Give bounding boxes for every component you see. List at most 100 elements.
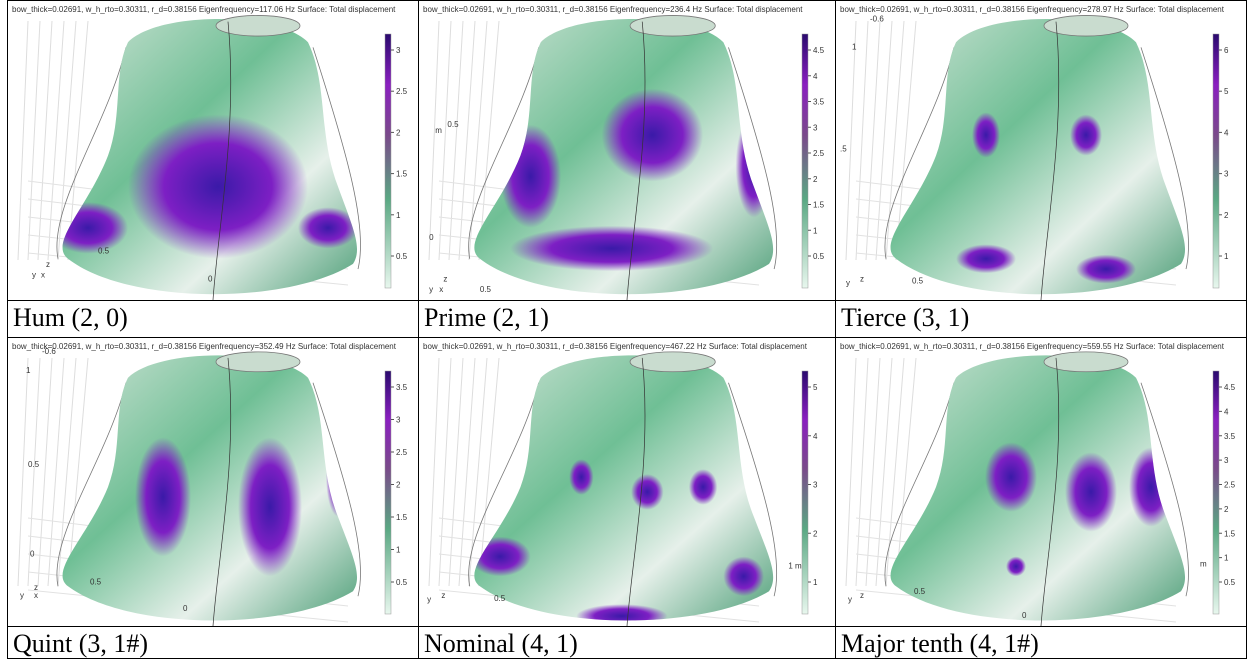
colorbar <box>802 34 808 288</box>
colorbar-tick-label: 4 <box>1224 128 1229 137</box>
bell <box>48 15 361 300</box>
displacement-blob <box>298 207 358 248</box>
colorbar <box>1213 34 1219 288</box>
colorbar-tick-label: 2.5 <box>813 149 825 158</box>
axis-label: -0.6 <box>870 15 884 24</box>
axis-line <box>429 21 439 260</box>
axis-label: y <box>848 595 852 604</box>
axis-label: 0.5 <box>912 277 924 286</box>
displacement-blob <box>1070 114 1102 155</box>
displacement-blob <box>128 114 308 258</box>
axis-label: y <box>427 595 431 604</box>
axis-label: .5 <box>840 145 847 154</box>
axis-label: 0 <box>183 604 188 613</box>
figure-panel: bow_thick=0.02691, w_h_rto=0.30311, r_d=… <box>418 337 836 627</box>
colorbar-tick-label: 2 <box>813 175 818 184</box>
bell <box>885 352 1189 626</box>
bell <box>885 15 1189 300</box>
axis-line <box>28 21 40 260</box>
colorbar-tick-label: 3 <box>813 123 818 132</box>
axis-line <box>856 21 868 260</box>
axis-label: x <box>41 270 45 279</box>
caption: Tierce (3, 1) <box>835 300 1247 338</box>
colorbar-tick-label: 3.5 <box>813 98 825 107</box>
colorbar-tick-label: 2.5 <box>1224 481 1236 490</box>
panel-header: bow_thick=0.02691, w_h_rto=0.30311, r_d=… <box>12 5 396 14</box>
displacement-blob <box>510 226 713 271</box>
displacement-blob <box>602 89 703 182</box>
colorbar-tick-label: 4 <box>813 72 818 81</box>
displacement-blob <box>956 244 1016 273</box>
colorbar-tick-label: 0.5 <box>396 252 408 261</box>
axis-label: y <box>429 285 433 294</box>
colorbar-tick-label: 3.5 <box>396 383 408 392</box>
displacement-blob <box>500 125 561 228</box>
panel-render: bow_thick=0.02691, w_h_rto=0.30311, r_d=… <box>8 1 418 300</box>
displacement-blob <box>135 437 191 556</box>
axis-label: -0.6 <box>42 347 56 356</box>
panel-header: bow_thick=0.02691, w_h_rto=0.30311, r_d=… <box>423 342 808 351</box>
displacement-blob <box>470 537 531 577</box>
axis-label: 0 <box>429 233 434 242</box>
colorbar-tick-label: 3 <box>396 416 401 425</box>
axis-label: 0.5 <box>494 594 506 603</box>
bell <box>469 352 777 626</box>
colorbar <box>385 34 391 288</box>
displacement-blob <box>326 437 350 516</box>
caption: Hum (2, 0) <box>7 300 419 338</box>
axis-line <box>429 358 439 586</box>
axis-label: 1 <box>852 42 857 51</box>
axis-label: 1 m <box>788 561 802 570</box>
bell <box>469 15 777 300</box>
axis-label: z <box>46 260 50 269</box>
caption: Prime (2, 1) <box>418 300 836 338</box>
axis-label: z <box>441 591 445 600</box>
colorbar-tick-label: 2.5 <box>396 448 408 457</box>
colorbar-tick-label: 1 <box>1224 554 1229 563</box>
panel-render: bow_thick=0.02691, w_h_rto=0.30311, r_d=… <box>836 1 1246 300</box>
panel-render: bow_thick=0.02691, w_h_rto=0.30311, r_d=… <box>419 1 835 300</box>
axis-label: z <box>443 274 447 283</box>
axis-line <box>846 358 856 586</box>
figure: bow_thick=0.02691, w_h_rto=0.30311, r_d=… <box>0 0 1253 659</box>
colorbar-tick-label: 5 <box>813 383 818 392</box>
axis-label: y <box>20 591 24 600</box>
axis-line <box>846 21 856 260</box>
displacement-blob <box>569 459 593 495</box>
axis-label: 0 <box>30 549 35 558</box>
axis-line <box>856 358 868 586</box>
displacement-blob <box>1065 452 1117 531</box>
colorbar-tick-label: 2 <box>1224 211 1229 220</box>
colorbar-tick-label: 6 <box>1224 46 1229 55</box>
colorbar-tick-label: 2.5 <box>396 87 408 96</box>
axis-line <box>18 21 28 260</box>
axis-line <box>439 21 451 260</box>
colorbar-tick-label: 1.5 <box>813 201 825 210</box>
displacement-blob <box>1006 556 1026 576</box>
axis-label: y <box>846 279 850 288</box>
colorbar-tick-label: 4.5 <box>813 46 825 55</box>
displacement-blob <box>689 469 717 505</box>
axis-line <box>439 358 451 586</box>
displacement-blob <box>985 442 1037 512</box>
axis-label: 0.5 <box>480 285 492 294</box>
axis-label: m <box>1200 559 1207 568</box>
colorbar-tick-label: 1 <box>396 211 401 220</box>
displacement-blob <box>238 437 302 576</box>
displacement-blob <box>1076 255 1136 284</box>
axis-label: z <box>860 591 864 600</box>
panel-header: bow_thick=0.02691, w_h_rto=0.30311, r_d=… <box>12 342 397 351</box>
axis-label: m <box>435 126 442 135</box>
colorbar-tick-label: 2 <box>396 481 401 490</box>
panel-render: bow_thick=0.02691, w_h_rto=0.30311, r_d=… <box>836 338 1246 626</box>
colorbar-tick-label: 5 <box>1224 87 1229 96</box>
displacement-blob <box>631 474 663 510</box>
colorbar-tick-label: 3 <box>813 481 818 490</box>
colorbar-tick-label: 1.5 <box>396 170 408 179</box>
colorbar-tick-label: 0.5 <box>1224 578 1236 587</box>
colorbar-tick-label: 1 <box>813 578 818 587</box>
bell <box>57 352 361 626</box>
colorbar-tick-label: 4.5 <box>1224 383 1236 392</box>
colorbar-tick-label: 1 <box>813 226 818 235</box>
figure-panel: bow_thick=0.02691, w_h_rto=0.30311, r_d=… <box>835 0 1247 301</box>
